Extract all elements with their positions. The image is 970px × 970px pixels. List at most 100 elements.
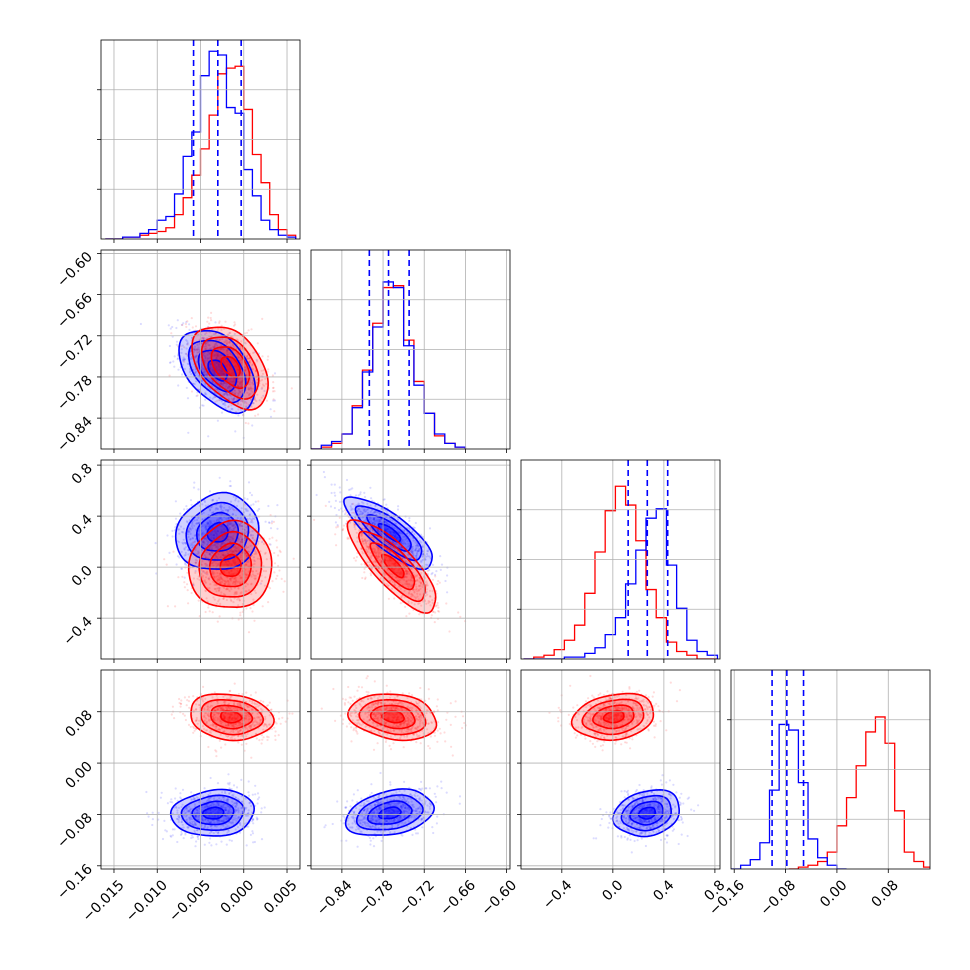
scatter-point — [214, 825, 217, 828]
scatter-point — [238, 390, 241, 393]
scatter-point — [373, 518, 376, 521]
scatter-point — [243, 332, 247, 335]
scatter-point — [351, 511, 354, 514]
scatter-point — [251, 830, 254, 833]
scatter-point — [185, 505, 188, 508]
scatter-point — [202, 531, 205, 534]
scatter-point — [246, 355, 249, 358]
scatter-point — [226, 576, 229, 579]
scatter-point — [224, 792, 227, 795]
scatter-point — [200, 379, 203, 382]
scatter-point — [407, 554, 410, 557]
scatter-point — [426, 584, 429, 587]
scatter-point — [217, 542, 220, 545]
scatter-point — [360, 534, 363, 538]
scatter-point — [207, 793, 210, 797]
scatter-point — [212, 797, 216, 800]
scatter-point — [205, 539, 208, 542]
scatter-point — [431, 571, 434, 575]
histogram-series-b — [523, 485, 718, 659]
scatter-point — [246, 355, 249, 358]
scatter-point — [245, 590, 248, 593]
scatter-point — [249, 804, 253, 808]
scatter-point — [344, 511, 348, 514]
scatter-point — [193, 519, 196, 522]
scatter-point — [402, 542, 405, 545]
scatter-point — [234, 814, 237, 817]
scatter-point — [402, 540, 405, 543]
scatter-point — [236, 817, 239, 820]
scatter-point — [249, 491, 252, 494]
scatter-point — [403, 529, 406, 532]
scatter-point — [253, 577, 256, 580]
scatter-point — [191, 537, 194, 540]
scatter-point — [292, 557, 295, 560]
scatter-point — [238, 523, 241, 526]
scatter-point — [401, 556, 404, 560]
scatter-point — [253, 562, 256, 566]
scatter-point — [174, 797, 177, 800]
scatter-point — [245, 546, 248, 549]
scatter-point — [211, 572, 214, 575]
scatter-point — [225, 359, 228, 362]
scatter-point — [223, 796, 226, 799]
scatter-point — [235, 549, 238, 553]
scatter-point — [225, 385, 228, 388]
scatter-point — [221, 578, 224, 582]
scatter-point — [204, 556, 207, 559]
scatter-point — [219, 556, 223, 559]
scatter-point — [227, 518, 230, 521]
scatter-point — [213, 344, 216, 347]
scatter-point — [188, 821, 192, 824]
scatter-point — [210, 311, 213, 314]
scatter-point — [234, 410, 238, 413]
scatter-point — [178, 816, 181, 819]
scatter-point — [213, 598, 216, 601]
scatter-point — [323, 476, 326, 479]
scatter-point — [248, 387, 251, 390]
scatter-point — [194, 821, 197, 825]
scatter-point — [231, 371, 234, 374]
scatter-point — [251, 383, 254, 386]
scatter-point — [183, 358, 186, 361]
scatter-point — [236, 580, 239, 583]
scatter-point — [217, 830, 220, 833]
scatter-point — [205, 346, 208, 349]
scatter-point — [208, 547, 211, 550]
scatter-point — [233, 818, 236, 821]
scatter-point — [203, 818, 207, 822]
scatter-point — [197, 522, 201, 525]
scatter-point — [261, 540, 264, 544]
scatter-point — [182, 531, 185, 534]
scatter-point — [377, 555, 380, 558]
scatter-point — [207, 435, 210, 438]
scatter-point — [272, 399, 275, 402]
scatter-point — [193, 803, 196, 806]
scatter-point — [218, 574, 221, 577]
contour-line — [185, 501, 250, 561]
scatter-point — [217, 589, 220, 592]
scatter-point — [249, 520, 253, 524]
scatter-point — [421, 585, 424, 589]
scatter-point — [219, 369, 222, 372]
scatter-point — [206, 359, 209, 362]
scatter-point — [233, 392, 236, 395]
scatter-point — [315, 493, 318, 497]
scatter-point — [213, 346, 216, 349]
scatter-point — [361, 552, 364, 555]
scatter-point — [419, 560, 422, 563]
scatter-point — [397, 505, 400, 508]
scatter-point — [249, 833, 252, 837]
scatter-point — [215, 365, 218, 368]
scatter-point — [208, 509, 211, 512]
scatter-point — [206, 320, 209, 323]
scatter-point — [373, 523, 376, 526]
scatter-point — [227, 341, 230, 344]
scatter-point — [217, 562, 220, 566]
scatter-point — [244, 576, 247, 579]
scatter-point — [387, 561, 390, 564]
scatter-point — [398, 572, 401, 575]
scatter-point — [407, 582, 410, 586]
scatter-point — [388, 530, 391, 534]
scatter-point — [211, 369, 214, 372]
